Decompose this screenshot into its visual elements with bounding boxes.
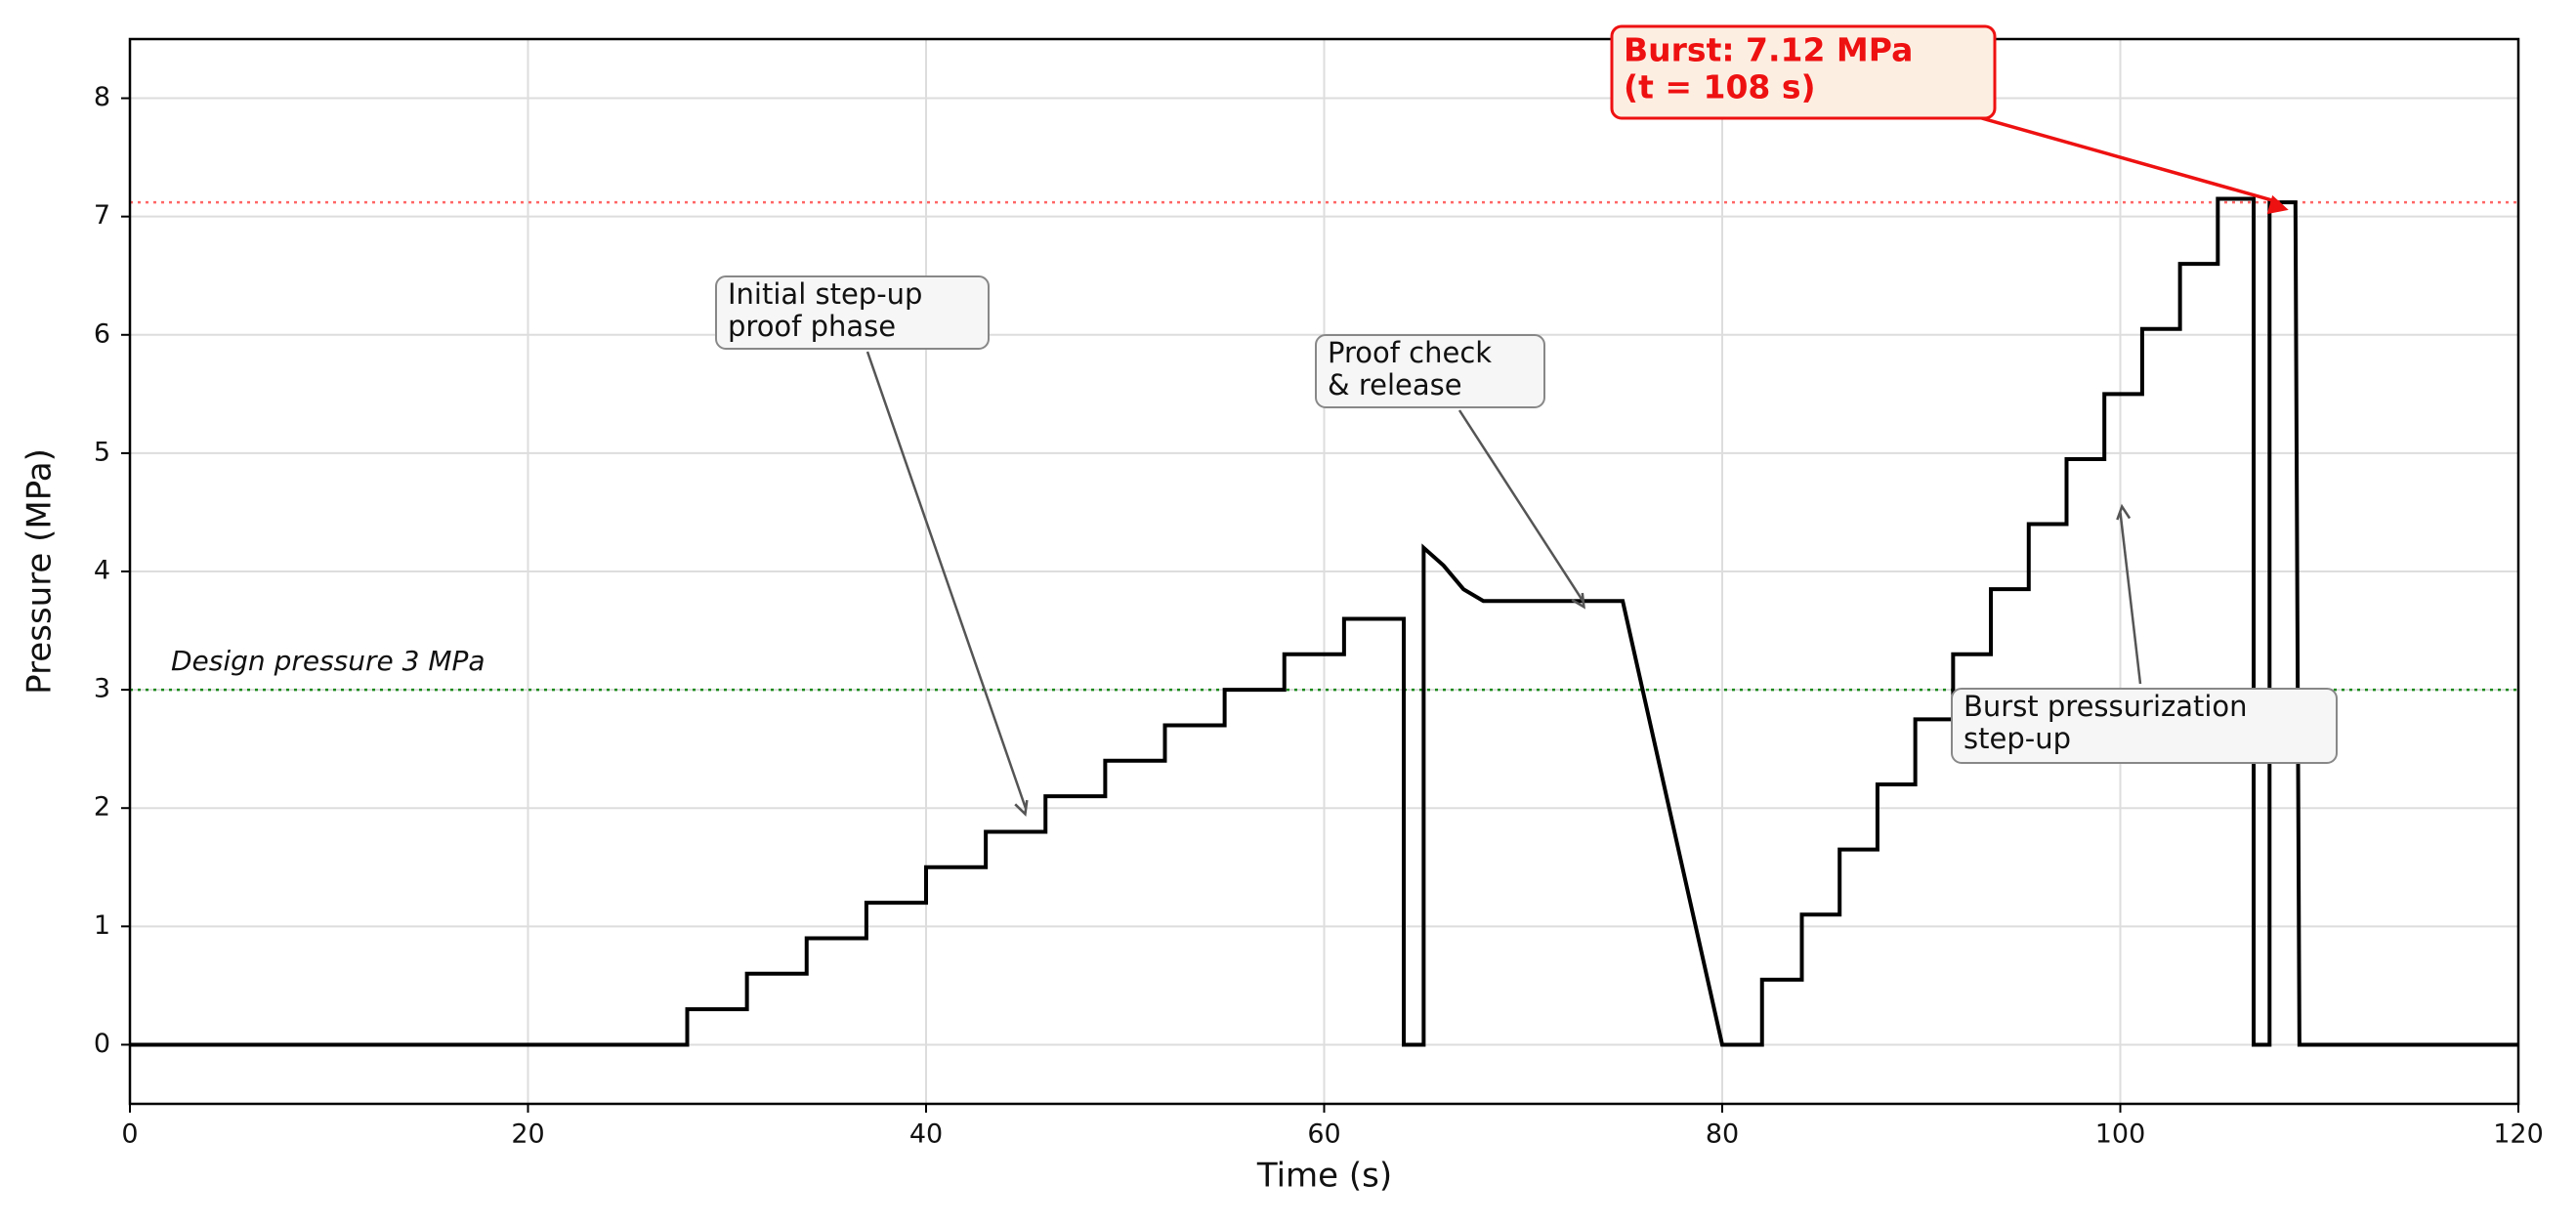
y-axis-label: Pressure (MPa) xyxy=(21,448,60,695)
y-tick-label: 8 xyxy=(94,82,110,112)
annotation-text: Burst: 7.12 MPa xyxy=(1624,31,1913,69)
x-axis-label: Time (s) xyxy=(1256,1157,1392,1196)
annotation-text: Burst pressurization xyxy=(1964,690,2248,723)
annotation-box xyxy=(715,275,990,350)
x-tick-label: 40 xyxy=(909,1119,943,1150)
annotation-box xyxy=(1951,688,2338,764)
x-tick-label: 20 xyxy=(511,1119,544,1150)
x-tick-label: 80 xyxy=(1706,1119,1739,1150)
y-tick-label: 3 xyxy=(94,674,110,704)
reference-label: Design pressure 3 MPa xyxy=(171,645,486,677)
plot-frame xyxy=(128,37,2520,1106)
x-tick-label: 60 xyxy=(1307,1119,1340,1150)
y-tick-label: 5 xyxy=(94,437,110,467)
y-tick-label: 4 xyxy=(94,556,110,586)
annotation-box xyxy=(1610,24,1997,120)
annotation-arrow xyxy=(1970,113,2289,215)
x-tick-label: 100 xyxy=(2095,1119,2146,1150)
annotation-text: (t = 108 s) xyxy=(1624,68,1816,106)
y-tick-label: 0 xyxy=(94,1029,110,1059)
x-tick-label: 120 xyxy=(2493,1119,2544,1150)
annotation-arrow xyxy=(1457,409,1585,610)
annotation-box xyxy=(1315,334,1545,408)
annotation-text: & release xyxy=(1328,368,1462,401)
annotation-text: Initial step-up xyxy=(728,277,922,311)
annotation-text: step-up xyxy=(1964,722,2071,755)
y-tick-label: 2 xyxy=(94,792,110,823)
annotation-arrow xyxy=(2116,503,2142,685)
annotation-text: proof phase xyxy=(728,310,896,343)
y-tick-label: 1 xyxy=(94,910,110,941)
annotation-text: Proof check xyxy=(1328,336,1492,369)
x-tick-label: 0 xyxy=(121,1119,138,1150)
y-tick-label: 7 xyxy=(94,200,110,231)
annotation-arrow xyxy=(866,351,1029,818)
data-line xyxy=(130,196,2518,1047)
y-tick-label: 6 xyxy=(94,318,110,349)
